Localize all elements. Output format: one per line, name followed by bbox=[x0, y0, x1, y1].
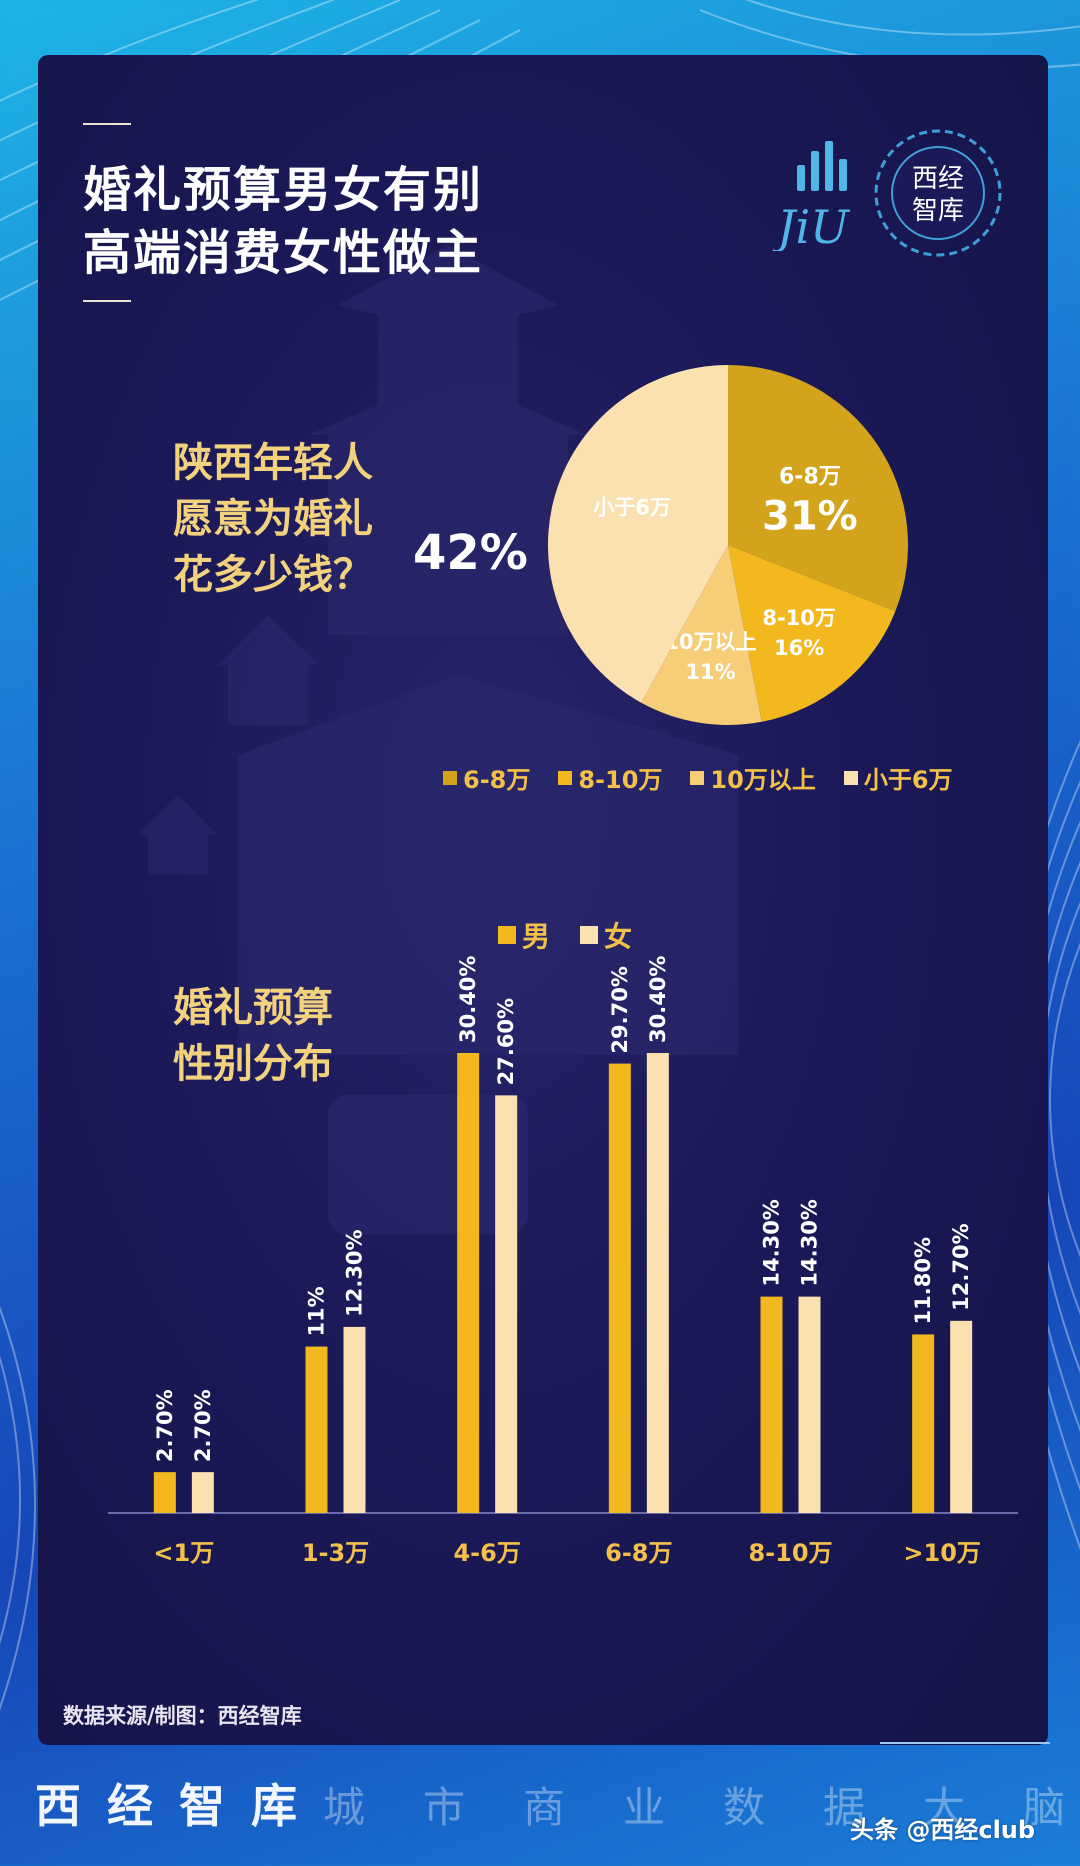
x-tick-label: 8-10万 bbox=[748, 1539, 832, 1567]
x-tick-label: 4-6万 bbox=[453, 1539, 520, 1567]
x-tick-label: 1-3万 bbox=[302, 1539, 369, 1567]
pie-question-line: 花多少钱？ bbox=[173, 551, 373, 598]
bar bbox=[457, 1053, 480, 1513]
svg-text:西经: 西经 bbox=[912, 164, 964, 194]
footer-brand-sub: 城市商业数据大脑 bbox=[323, 1783, 1080, 1832]
pie-slice bbox=[728, 545, 896, 722]
pie-slice bbox=[548, 365, 728, 703]
bar-value-label: 11% bbox=[305, 1286, 329, 1336]
bar bbox=[495, 1095, 518, 1513]
x-tick-label: 6-8万 bbox=[605, 1539, 672, 1567]
bar bbox=[760, 1296, 783, 1513]
x-tick-label: <1万 bbox=[153, 1539, 214, 1567]
legend-swatch bbox=[558, 770, 573, 785]
legend-item-male: 男 bbox=[498, 915, 550, 955]
bar bbox=[912, 1334, 935, 1513]
legend-label: 小于6万 bbox=[863, 766, 953, 794]
pie-slice-value: 16% bbox=[774, 636, 824, 660]
bar-chart: 2.70% 2.70% <1万 11% 12.30% 1-3万 30.40% 27.60% 4-… bbox=[108, 956, 1018, 1567]
bar-value-label: 14.30% bbox=[760, 1199, 784, 1286]
legend-swatch bbox=[443, 770, 457, 785]
svg-text:智库: 智库 bbox=[912, 196, 964, 226]
bar bbox=[608, 1063, 631, 1513]
data-source: 数据来源/制图：西经智库 bbox=[63, 1703, 302, 1728]
pie-slice-name: 10万以上 bbox=[664, 630, 756, 654]
pie-chart: 6-8万 31% 8-10万 16% 10万以上 11% 小于6万 bbox=[548, 365, 908, 725]
pie-question-line: 陕西年轻人 bbox=[173, 439, 373, 486]
legend-item: 10万以上 bbox=[690, 760, 816, 795]
bar-value-label: 27.60% bbox=[494, 998, 518, 1085]
pie-slice-name: 8-10万 bbox=[762, 606, 836, 630]
pie-slice bbox=[641, 545, 762, 725]
bar-value-label: 12.70% bbox=[949, 1223, 973, 1310]
legend-item: 小于6万 bbox=[843, 760, 953, 795]
pie-question-line: 愿意为婚礼 bbox=[173, 495, 373, 542]
bar-question-line: 婚礼预算 bbox=[173, 984, 333, 1031]
legend-swatch bbox=[580, 926, 599, 944]
legend-swatch bbox=[690, 770, 705, 785]
pie-legend: 6-8万 8-10万 10万以上 小于6万 bbox=[443, 760, 953, 795]
legend-swatch bbox=[843, 770, 858, 785]
title-line-2: 高端消费女性做主 bbox=[83, 225, 484, 281]
bar bbox=[153, 1472, 176, 1513]
infographic-card: 婚礼预算男女有别 高端消费女性做主 JiU 西经 智库 陕西年轻人 愿意为婚礼 … bbox=[38, 55, 1048, 1745]
legend-label: 女 bbox=[604, 920, 633, 953]
legend-swatch bbox=[498, 926, 516, 944]
legend-label: 6-8万 bbox=[463, 766, 531, 794]
legend-label: 10万以上 bbox=[710, 766, 816, 794]
bar-question: 婚礼预算 性别分布 bbox=[173, 980, 333, 1092]
bar-value-label: 11.80% bbox=[911, 1237, 935, 1324]
bar-legend: 男 女 bbox=[498, 915, 632, 955]
bar bbox=[950, 1320, 973, 1513]
bar bbox=[191, 1472, 214, 1513]
legend-item-female: 女 bbox=[580, 915, 632, 955]
bar bbox=[343, 1326, 366, 1513]
bar-value-label: 2.70% bbox=[191, 1389, 215, 1462]
bar-question-line: 性别分布 bbox=[173, 1040, 333, 1087]
title-rule-top bbox=[83, 123, 131, 125]
watermark: 头条 @西经club bbox=[850, 1816, 1036, 1844]
pie-question: 陕西年轻人 愿意为婚礼 花多少钱？ bbox=[173, 435, 373, 603]
pie-slice-name: 6-8万 bbox=[779, 464, 841, 489]
legend-label: 男 bbox=[522, 920, 551, 953]
pie-slice bbox=[728, 365, 908, 612]
legend-item: 6-8万 bbox=[443, 760, 530, 795]
bar-value-label: 14.30% bbox=[798, 1199, 822, 1286]
bar-value-label: 30.40% bbox=[456, 956, 480, 1043]
bar-value-label: 2.70% bbox=[153, 1389, 177, 1462]
x-tick-label: >10万 bbox=[903, 1539, 981, 1567]
title-rule-bottom bbox=[83, 300, 131, 302]
legend-label: 8-10万 bbox=[578, 766, 663, 794]
legend-item: 8-10万 bbox=[558, 760, 662, 795]
bar-value-label: 30.40% bbox=[646, 956, 670, 1043]
bar bbox=[798, 1296, 821, 1513]
bar-value-label: 12.30% bbox=[343, 1229, 367, 1316]
xijing-seal-logo: 西经 智库 bbox=[868, 123, 1008, 263]
pie-slice-name: 小于6万 bbox=[593, 495, 671, 519]
jiu-logo: JiU bbox=[773, 141, 851, 251]
pie-slice-value: 31% bbox=[762, 493, 858, 539]
bar-value-label: 29.70% bbox=[608, 966, 632, 1053]
bar bbox=[646, 1053, 669, 1513]
pie-slice-label-outside: 42% bbox=[413, 525, 528, 581]
bar bbox=[305, 1346, 328, 1513]
city-illustration bbox=[138, 245, 738, 1235]
footer-divider bbox=[880, 1742, 1050, 1744]
footer-brand-main: 西经智库 bbox=[35, 1779, 323, 1833]
footer-brand: 西经智库城市商业数据大脑 bbox=[35, 1770, 1080, 1836]
pie-slice-value: 11% bbox=[685, 660, 735, 684]
svg-text:JiU: JiU bbox=[773, 200, 851, 251]
title-line-1: 婚礼预算男女有别 bbox=[83, 162, 484, 218]
